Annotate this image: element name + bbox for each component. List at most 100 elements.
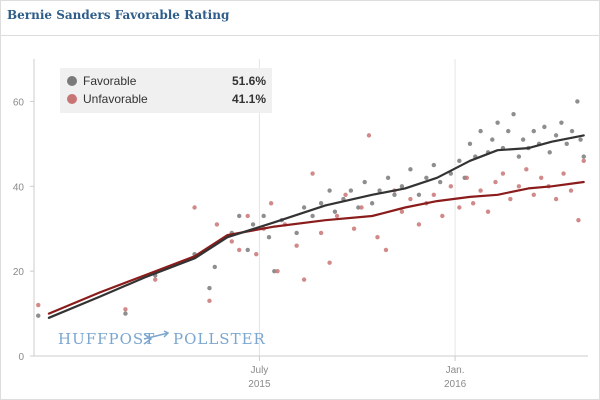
x-tick-year-label: 2015 (248, 379, 271, 390)
unfavorable-poll-dot (343, 192, 348, 197)
favorable-poll-dot (348, 188, 354, 193)
favorable-poll-dot (553, 133, 559, 138)
unfavorable-poll-dot (553, 196, 559, 202)
favorable-poll-dot (569, 128, 575, 134)
y-tick-label: 20 (13, 267, 25, 278)
favorable-poll-dot (392, 192, 397, 197)
favorable-poll-dot (369, 201, 375, 206)
x-tick-year-label: 2016 (444, 379, 467, 390)
unfavorable-poll-dot (531, 192, 536, 197)
favorable-poll-dot (467, 141, 473, 147)
favorable-poll-dot (123, 311, 128, 316)
favorable-poll-dot (245, 247, 250, 253)
unfavorable-poll-dot (359, 205, 364, 210)
unfavorable-poll-dot (351, 226, 357, 231)
favorable-poll-dot (385, 175, 391, 180)
unfavorable-poll-dot (408, 196, 413, 202)
favorable-poll-dot (575, 99, 580, 104)
favorable-poll-dot (310, 213, 315, 219)
legend-background (60, 68, 272, 113)
unfavorable-poll-dot (440, 213, 445, 219)
y-tick-label: 40 (13, 182, 25, 193)
unfavorable-poll-dot (254, 251, 259, 257)
legend-favorable-swatch (67, 76, 77, 86)
unfavorable-poll-dot (561, 171, 566, 176)
favorable-poll-dot (301, 205, 307, 210)
pollster-arrow-icon (143, 330, 170, 345)
unfavorable-poll-dot (153, 277, 158, 282)
y-tick-label: 60 (13, 97, 25, 108)
axis-layer: 0 20 40 60 July 2015 Jan. 2016 (13, 59, 588, 390)
legend-favorable-value: 51.6% (232, 74, 266, 88)
unfavorable-poll-dot (500, 171, 506, 176)
favorable-poll-dot (431, 162, 437, 168)
favorable-poll-dot (559, 120, 564, 125)
favorable-trend-line (47, 134, 585, 319)
unfavorable-poll-dot (478, 188, 483, 193)
favorable-poll-dot (266, 235, 272, 240)
legend: Favorable 51.6% Unfavorable 41.1% (60, 68, 272, 113)
unfavorable-poll-dot (310, 171, 315, 176)
favorable-poll-dot (294, 230, 299, 236)
unfavorable-poll-dot (516, 184, 522, 189)
favorable-poll-dot (356, 205, 361, 210)
favorable-poll-dot (377, 188, 382, 193)
favorable-poll-dot (207, 285, 212, 291)
favorable-poll-dot (327, 188, 332, 193)
unfavorable-poll-dot (327, 260, 332, 265)
unfavorable-poll-dot (294, 243, 299, 248)
favorable-poll-dot (542, 124, 547, 130)
unfavorable-poll-dot (237, 247, 242, 253)
unfavorable-poll-dot (375, 235, 380, 240)
favorable-poll-dot (457, 158, 462, 164)
favorable-poll-dot (506, 128, 511, 134)
favorable-poll-dot (399, 184, 405, 189)
legend-favorable-label: Favorable (83, 74, 137, 88)
unfavorable-poll-dot (508, 196, 513, 202)
title-separator (1, 35, 599, 36)
unfavorable-poll-dot (383, 247, 389, 253)
unfavorable-poll-dot (192, 205, 197, 210)
legend-unfavorable-label: Unfavorable (83, 92, 148, 106)
brand-right-text: POLLSTER (173, 330, 266, 348)
unfavorable-poll-dot (245, 213, 250, 219)
y-tick-label: 0 (18, 352, 24, 363)
favorable-poll-dot (516, 154, 522, 159)
unfavorable-poll-dot (576, 218, 581, 223)
legend-unfavorable-swatch (67, 94, 77, 104)
favorable-poll-dot (250, 222, 256, 227)
unfavorable-poll-dot (470, 201, 476, 206)
unfavorable-poll-dot (524, 167, 529, 172)
unfavorable-trend-line (47, 180, 585, 315)
unfavorable-poll-dot (301, 277, 307, 282)
favorable-poll-dot (495, 120, 500, 125)
favorable-poll-dot (581, 154, 586, 159)
unfavorable-poll-dot (485, 209, 491, 214)
favorable-poll-dot (547, 150, 552, 155)
favorable-poll-dot (272, 268, 277, 274)
unfavorable-poll-dot (318, 230, 324, 236)
favorable-poll-dot (424, 175, 429, 180)
unfavorable-poll-dot (457, 205, 462, 210)
x-tick-month-label: July (251, 365, 269, 376)
unfavorable-poll-dot (207, 298, 212, 304)
favorable-poll-dot (237, 213, 242, 219)
unfavorable-poll-dot (275, 268, 280, 274)
unfavorable-poll-dot (36, 302, 41, 308)
unfavorable-poll-dot (448, 184, 454, 189)
favorable-poll-dot (437, 179, 443, 185)
unfavorable-poll-dot (214, 222, 220, 227)
brand-left-text: HUFFPOST (58, 330, 155, 348)
unfavorable-poll-dot (366, 133, 372, 138)
unfavorable-poll-dot (581, 158, 586, 164)
favorable-poll-dot (36, 313, 41, 318)
unfavorable-poll-dot (431, 192, 437, 197)
favorable-poll-dot (578, 137, 583, 142)
favorable-poll-dot (531, 128, 536, 134)
favorable-poll-dot (362, 179, 367, 185)
favorable-poll-dot (332, 209, 338, 214)
x-tick-month-label: Jan. (446, 365, 465, 376)
favorable-poll-dot (478, 128, 483, 134)
